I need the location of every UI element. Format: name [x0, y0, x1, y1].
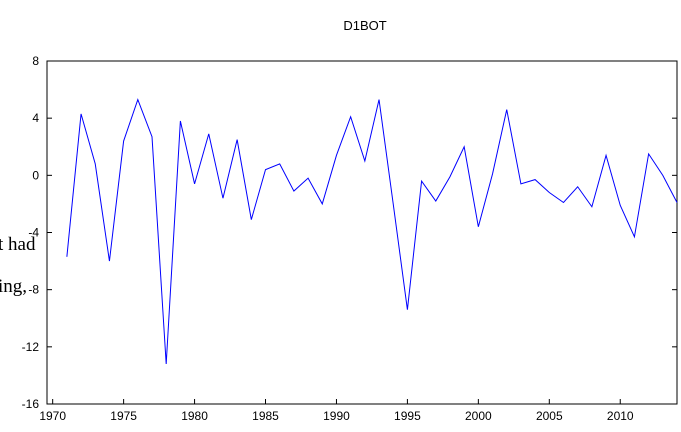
- x-tick-label: 2005: [536, 409, 563, 423]
- chart-title: D1BOT: [343, 18, 386, 33]
- x-tick-label: 1970: [39, 409, 66, 423]
- y-tick-label: 0: [32, 168, 39, 182]
- x-tick-label: 2010: [607, 409, 634, 423]
- y-tick-label: -16: [22, 397, 40, 411]
- y-tick-label: -4: [28, 226, 39, 240]
- x-tick-label: 1980: [181, 409, 208, 423]
- x-tick-label: 1990: [323, 409, 350, 423]
- x-tick-label: 1975: [110, 409, 137, 423]
- y-tick-label: -12: [22, 340, 40, 354]
- y-tick-label: -8: [28, 283, 39, 297]
- x-tick-label: 1985: [252, 409, 279, 423]
- data-line: [66, 98, 678, 365]
- x-tick-label: 2000: [465, 409, 492, 423]
- background-text: ing,: [0, 276, 27, 297]
- y-tick-label: 8: [32, 54, 39, 68]
- plot-frame: [46, 60, 678, 405]
- background-text: t had: [0, 234, 36, 255]
- y-tick-label: 4: [32, 111, 39, 125]
- x-tick-label: 1995: [394, 409, 421, 423]
